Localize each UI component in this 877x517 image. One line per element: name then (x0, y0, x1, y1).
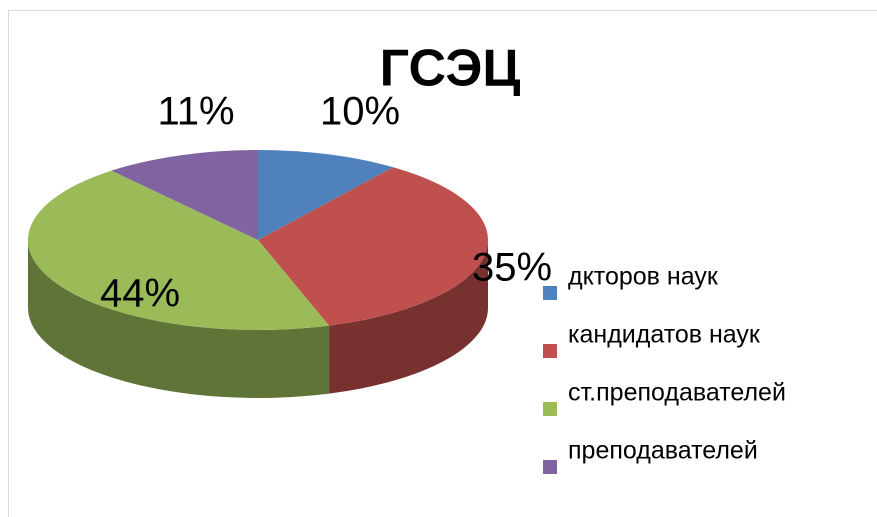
data-label: 44% (100, 272, 180, 316)
data-label: 10% (320, 90, 400, 134)
legend-swatch (543, 286, 557, 300)
legend-swatch (543, 402, 557, 416)
slice (258, 167, 488, 326)
slice (258, 150, 394, 240)
data-label: 35% (472, 246, 552, 290)
chart-title: ГСЭЦ (380, 40, 521, 98)
legend-swatch (543, 460, 557, 474)
legend-swatch (543, 344, 557, 358)
data-label: 11% (157, 90, 234, 134)
slice-side (28, 240, 330, 398)
chart-border (8, 10, 877, 517)
legend-label: преподавателей (568, 437, 758, 465)
slice (111, 150, 258, 240)
slice-side (329, 240, 488, 394)
legend-label: ст.преподавателей (568, 379, 786, 407)
legend-label: кандидатов наук (568, 321, 761, 349)
slice (28, 170, 330, 330)
legend-label: дкторов наук (568, 263, 719, 291)
